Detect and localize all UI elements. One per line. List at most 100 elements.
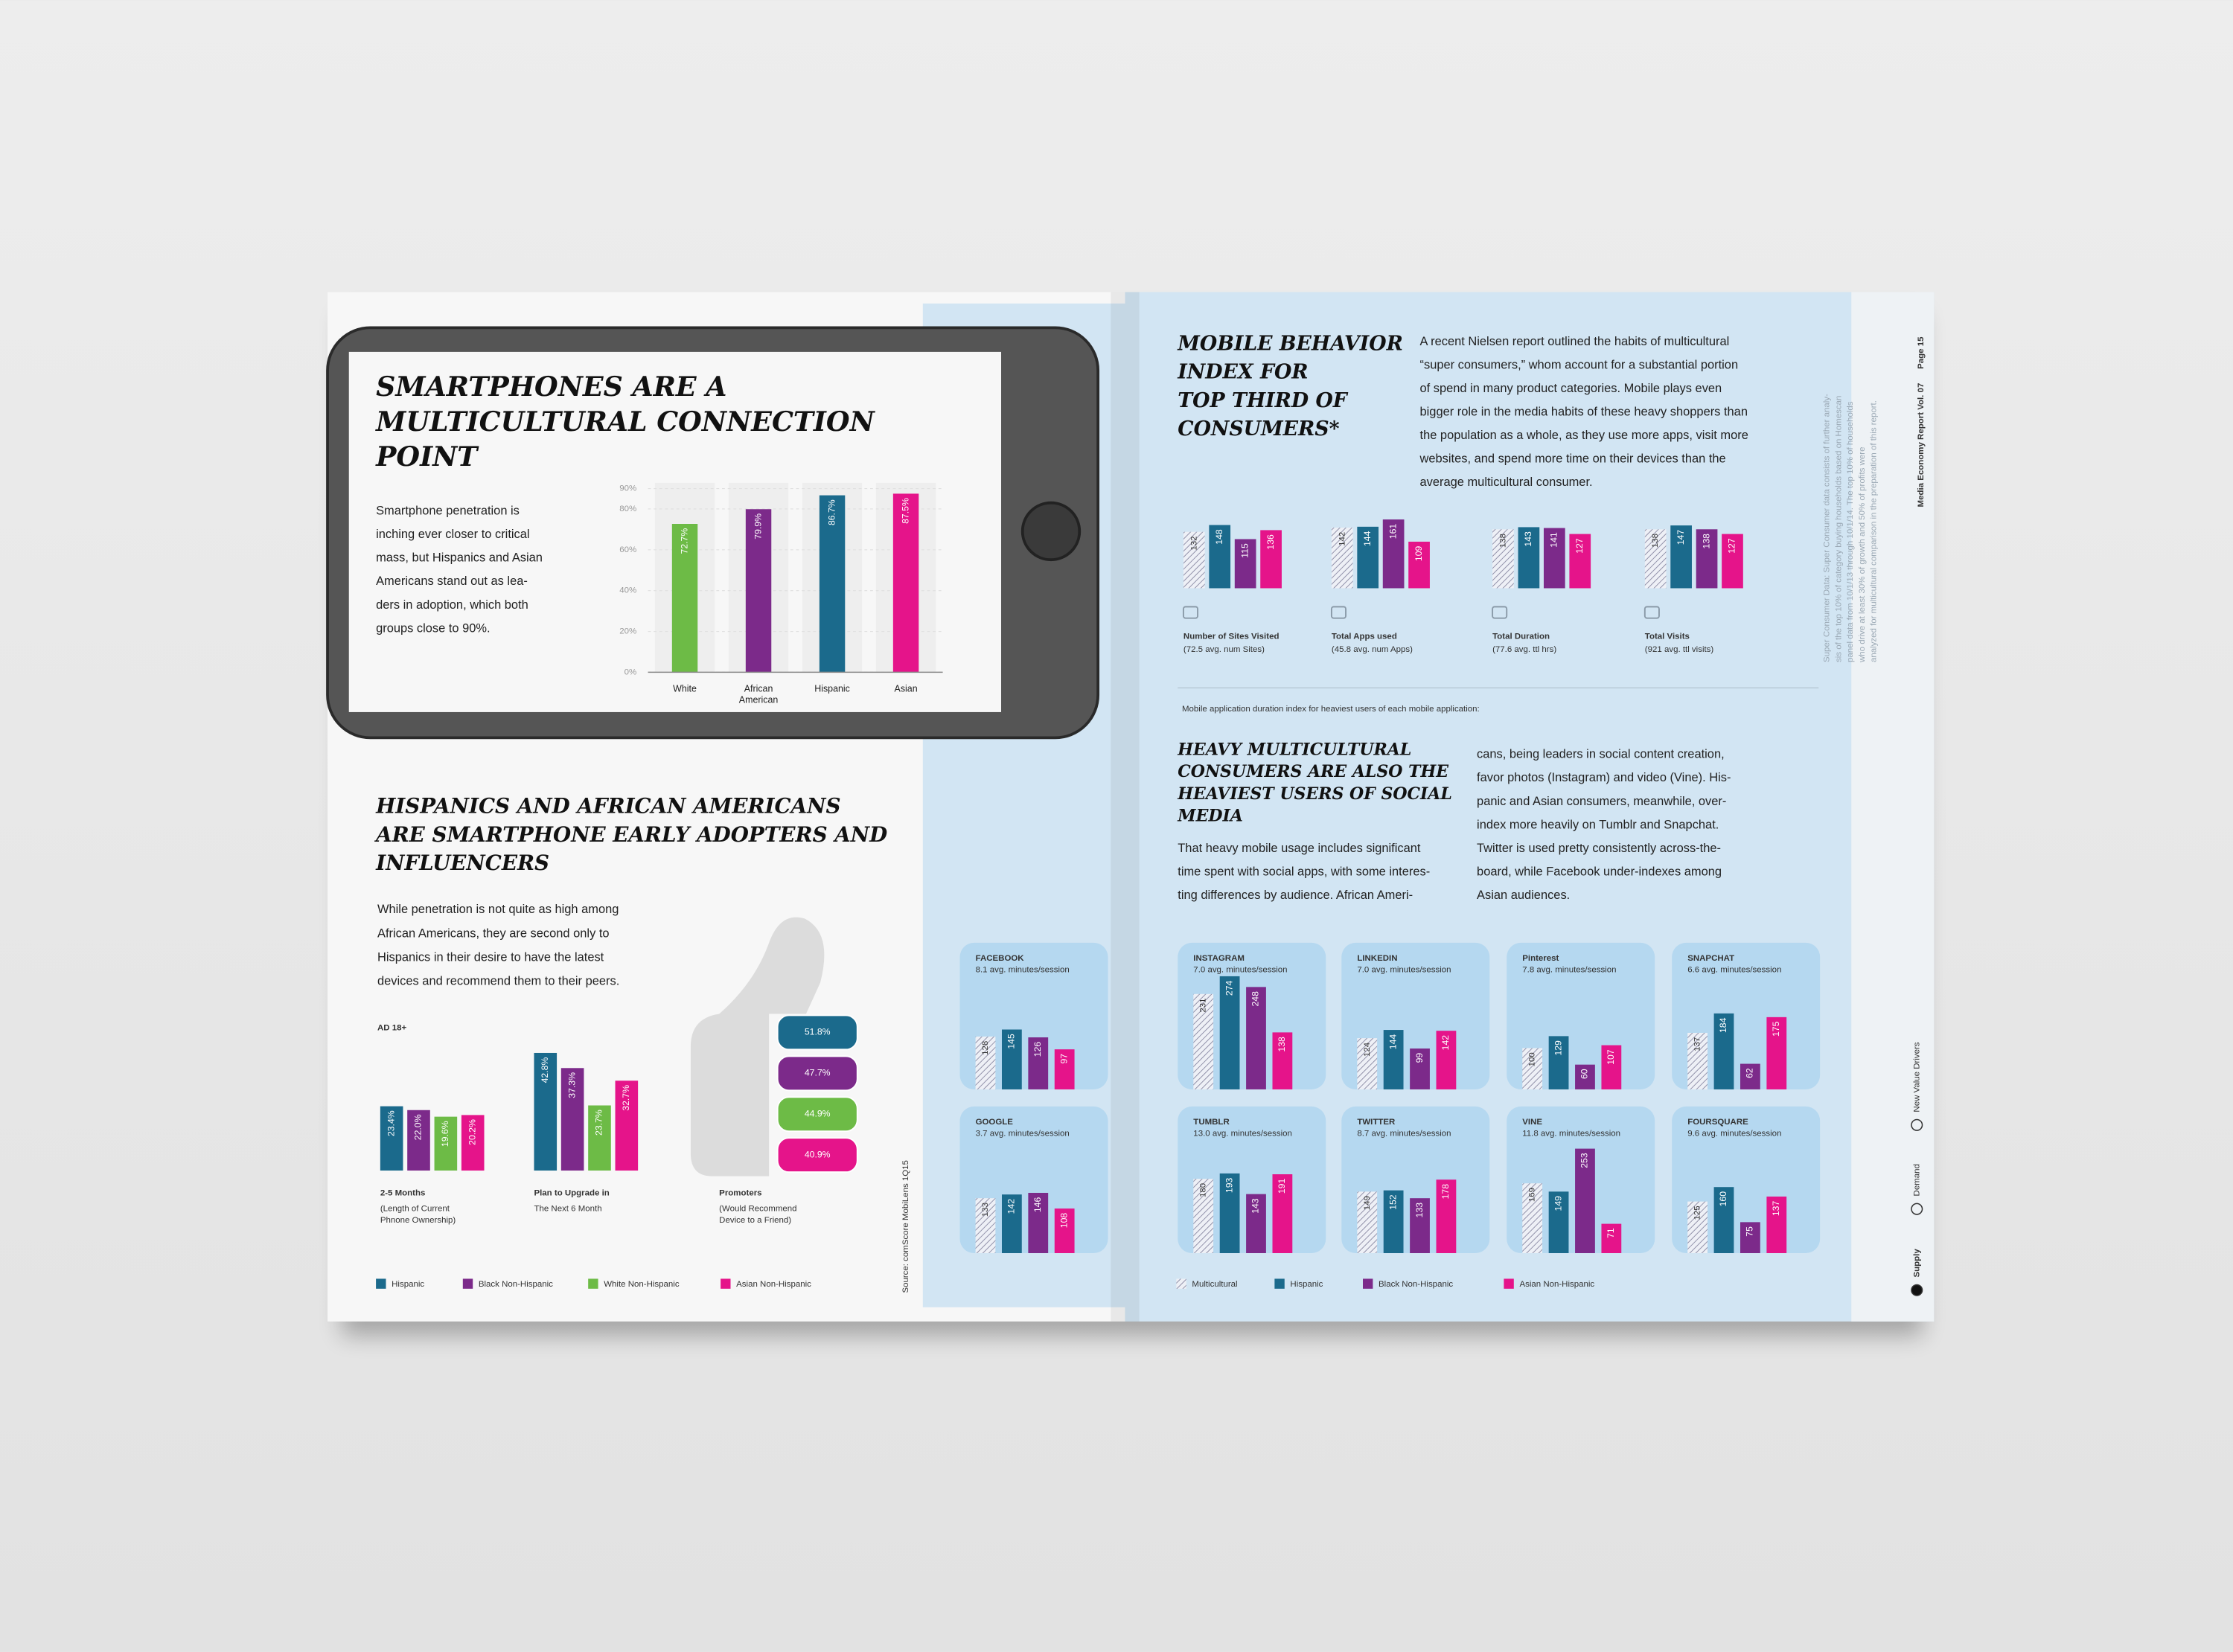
app-name: FOURSQUARE xyxy=(1687,1118,1748,1127)
value-label: 169 xyxy=(1528,1188,1537,1202)
y-tick-label: 60% xyxy=(619,545,636,554)
side-note: analyzed for multicultural comparison in… xyxy=(1870,400,1879,662)
bar xyxy=(1687,1201,1708,1253)
app-subtitle: 8.1 avg. minutes/session xyxy=(976,965,1070,974)
app-subtitle: 7.8 avg. minutes/session xyxy=(1522,965,1616,974)
bar xyxy=(1713,1013,1734,1089)
bar xyxy=(1054,1208,1075,1253)
app-name: GOOGLE xyxy=(976,1118,1014,1127)
value-label: 184 xyxy=(1718,1017,1728,1033)
nav-item[interactable]: Demand xyxy=(1912,1164,1921,1196)
nav-dot xyxy=(1911,1284,1923,1296)
value-label: 138 xyxy=(1277,1037,1287,1052)
value-label: 191 xyxy=(1277,1179,1287,1194)
value-label: 44.9% xyxy=(805,1108,831,1118)
value-label: 149 xyxy=(1363,1196,1372,1210)
app-name: SNAPCHAT xyxy=(1687,954,1734,963)
section-text: Twitter is used pretty consistently acro… xyxy=(1477,842,1721,855)
nav-dot xyxy=(1911,1118,1923,1131)
section-title: ARE SMARTPHONE EARLY ADOPTERS AND xyxy=(374,822,887,847)
bar xyxy=(560,1068,584,1171)
legend-swatch xyxy=(1362,1278,1373,1289)
bar xyxy=(671,523,698,673)
value-label: 23.4% xyxy=(386,1110,396,1136)
x-tick-label: Hispanic xyxy=(814,684,850,694)
section-text: Asian audiences. xyxy=(1477,889,1570,902)
side-note: Super Consumer Data: Super Consumer data… xyxy=(1823,394,1832,662)
value-label: 142 xyxy=(1440,1035,1451,1051)
bar xyxy=(1543,528,1565,589)
section-title: MEDIA xyxy=(1177,807,1243,826)
value-label: 180 xyxy=(1199,1183,1208,1197)
section-text: board, while Facebook under-indexes amon… xyxy=(1477,865,1722,879)
value-label: 47.7% xyxy=(805,1068,831,1078)
section-text: ting differences by audience. African Am… xyxy=(1178,889,1413,902)
bar xyxy=(407,1110,430,1171)
group-label: 2-5 Months xyxy=(380,1189,426,1198)
value-label: 161 xyxy=(1387,524,1398,540)
side-note: panel data from 10/1/13 through 10/1/14.… xyxy=(1846,401,1855,662)
nav-item[interactable]: Supply xyxy=(1912,1249,1921,1278)
value-label: 175 xyxy=(1771,1021,1781,1037)
value-label: 253 xyxy=(1579,1153,1590,1168)
value-label: 72.7% xyxy=(679,528,689,554)
section-title: HISPANICS AND AFRICAN AMERICANS xyxy=(375,794,840,819)
value-label: 79.9% xyxy=(753,513,763,540)
value-label: 71 xyxy=(1606,1228,1616,1238)
app-name: VINE xyxy=(1522,1118,1542,1127)
intro-text: of spend in many product categories. Mob… xyxy=(1420,382,1722,395)
bar xyxy=(434,1116,458,1171)
value-label: 124 xyxy=(1363,1042,1372,1057)
value-label: 109 xyxy=(1413,545,1424,561)
section-text: That heavy mobile usage includes signifi… xyxy=(1178,842,1421,855)
section-text: devices and recommend them to their peer… xyxy=(377,975,619,988)
value-label: 160 xyxy=(1718,1191,1728,1207)
app-subtitle: 7.0 avg. minutes/session xyxy=(1193,965,1287,974)
value-label: 152 xyxy=(1387,1194,1398,1210)
bar xyxy=(461,1115,485,1171)
icon xyxy=(1643,606,1660,619)
bar xyxy=(1331,527,1353,589)
bar xyxy=(1436,1031,1457,1089)
intro-text: groups close to 90%. xyxy=(376,621,491,635)
value-label: 231 xyxy=(1199,999,1208,1013)
bar xyxy=(1522,1183,1543,1253)
bar xyxy=(1209,525,1231,589)
legend-label: Asian Non-Hispanic xyxy=(1519,1280,1594,1289)
value-label: 146 xyxy=(1032,1197,1043,1213)
legend-label: Black Non-Hispanic xyxy=(479,1280,553,1289)
intro-text: Smartphone penetration is xyxy=(376,505,520,518)
value-label: 108 xyxy=(1058,1213,1069,1229)
bar xyxy=(1382,519,1405,589)
title: MOBILE BEHAVIOR xyxy=(1177,332,1403,355)
intro-text: mass, but Hispanics and Asian xyxy=(376,551,543,565)
group-label: Number of Sites Visited xyxy=(1183,633,1280,641)
intro-text: average multicultural consumer. xyxy=(1420,476,1593,489)
bar xyxy=(1522,1048,1543,1089)
section-text: time spent with social apps, with some i… xyxy=(1178,865,1430,879)
app-subtitle: 11.8 avg. minutes/session xyxy=(1522,1129,1620,1138)
app-subtitle: 7.0 avg. minutes/session xyxy=(1357,965,1451,974)
app-name: INSTAGRAM xyxy=(1193,954,1245,963)
bar xyxy=(892,493,919,673)
value-label: 51.8% xyxy=(805,1027,831,1037)
promoter-pill xyxy=(776,1137,858,1174)
legend-label: Asian Non-Hispanic xyxy=(736,1280,811,1289)
bar xyxy=(534,1052,558,1171)
value-label: 193 xyxy=(1224,1177,1234,1193)
app-subtitle: 3.7 avg. minutes/session xyxy=(976,1129,1070,1138)
nav-item[interactable]: New Value Drivers xyxy=(1912,1042,1921,1112)
value-label: 22.0% xyxy=(413,1114,424,1140)
bar xyxy=(1028,1192,1049,1253)
legend-swatch xyxy=(1274,1278,1285,1289)
section-text: African Americans, they are second only … xyxy=(377,926,610,940)
app-subtitle: 13.0 avg. minutes/session xyxy=(1193,1129,1292,1138)
bar xyxy=(1670,525,1692,589)
bar xyxy=(1436,1179,1457,1253)
group-sublabel: Device to a Friend) xyxy=(719,1216,791,1225)
legend-label: Hispanic xyxy=(1290,1280,1323,1289)
bar xyxy=(975,1198,996,1253)
section-text: Hispanics in their desire to have the la… xyxy=(377,951,604,964)
